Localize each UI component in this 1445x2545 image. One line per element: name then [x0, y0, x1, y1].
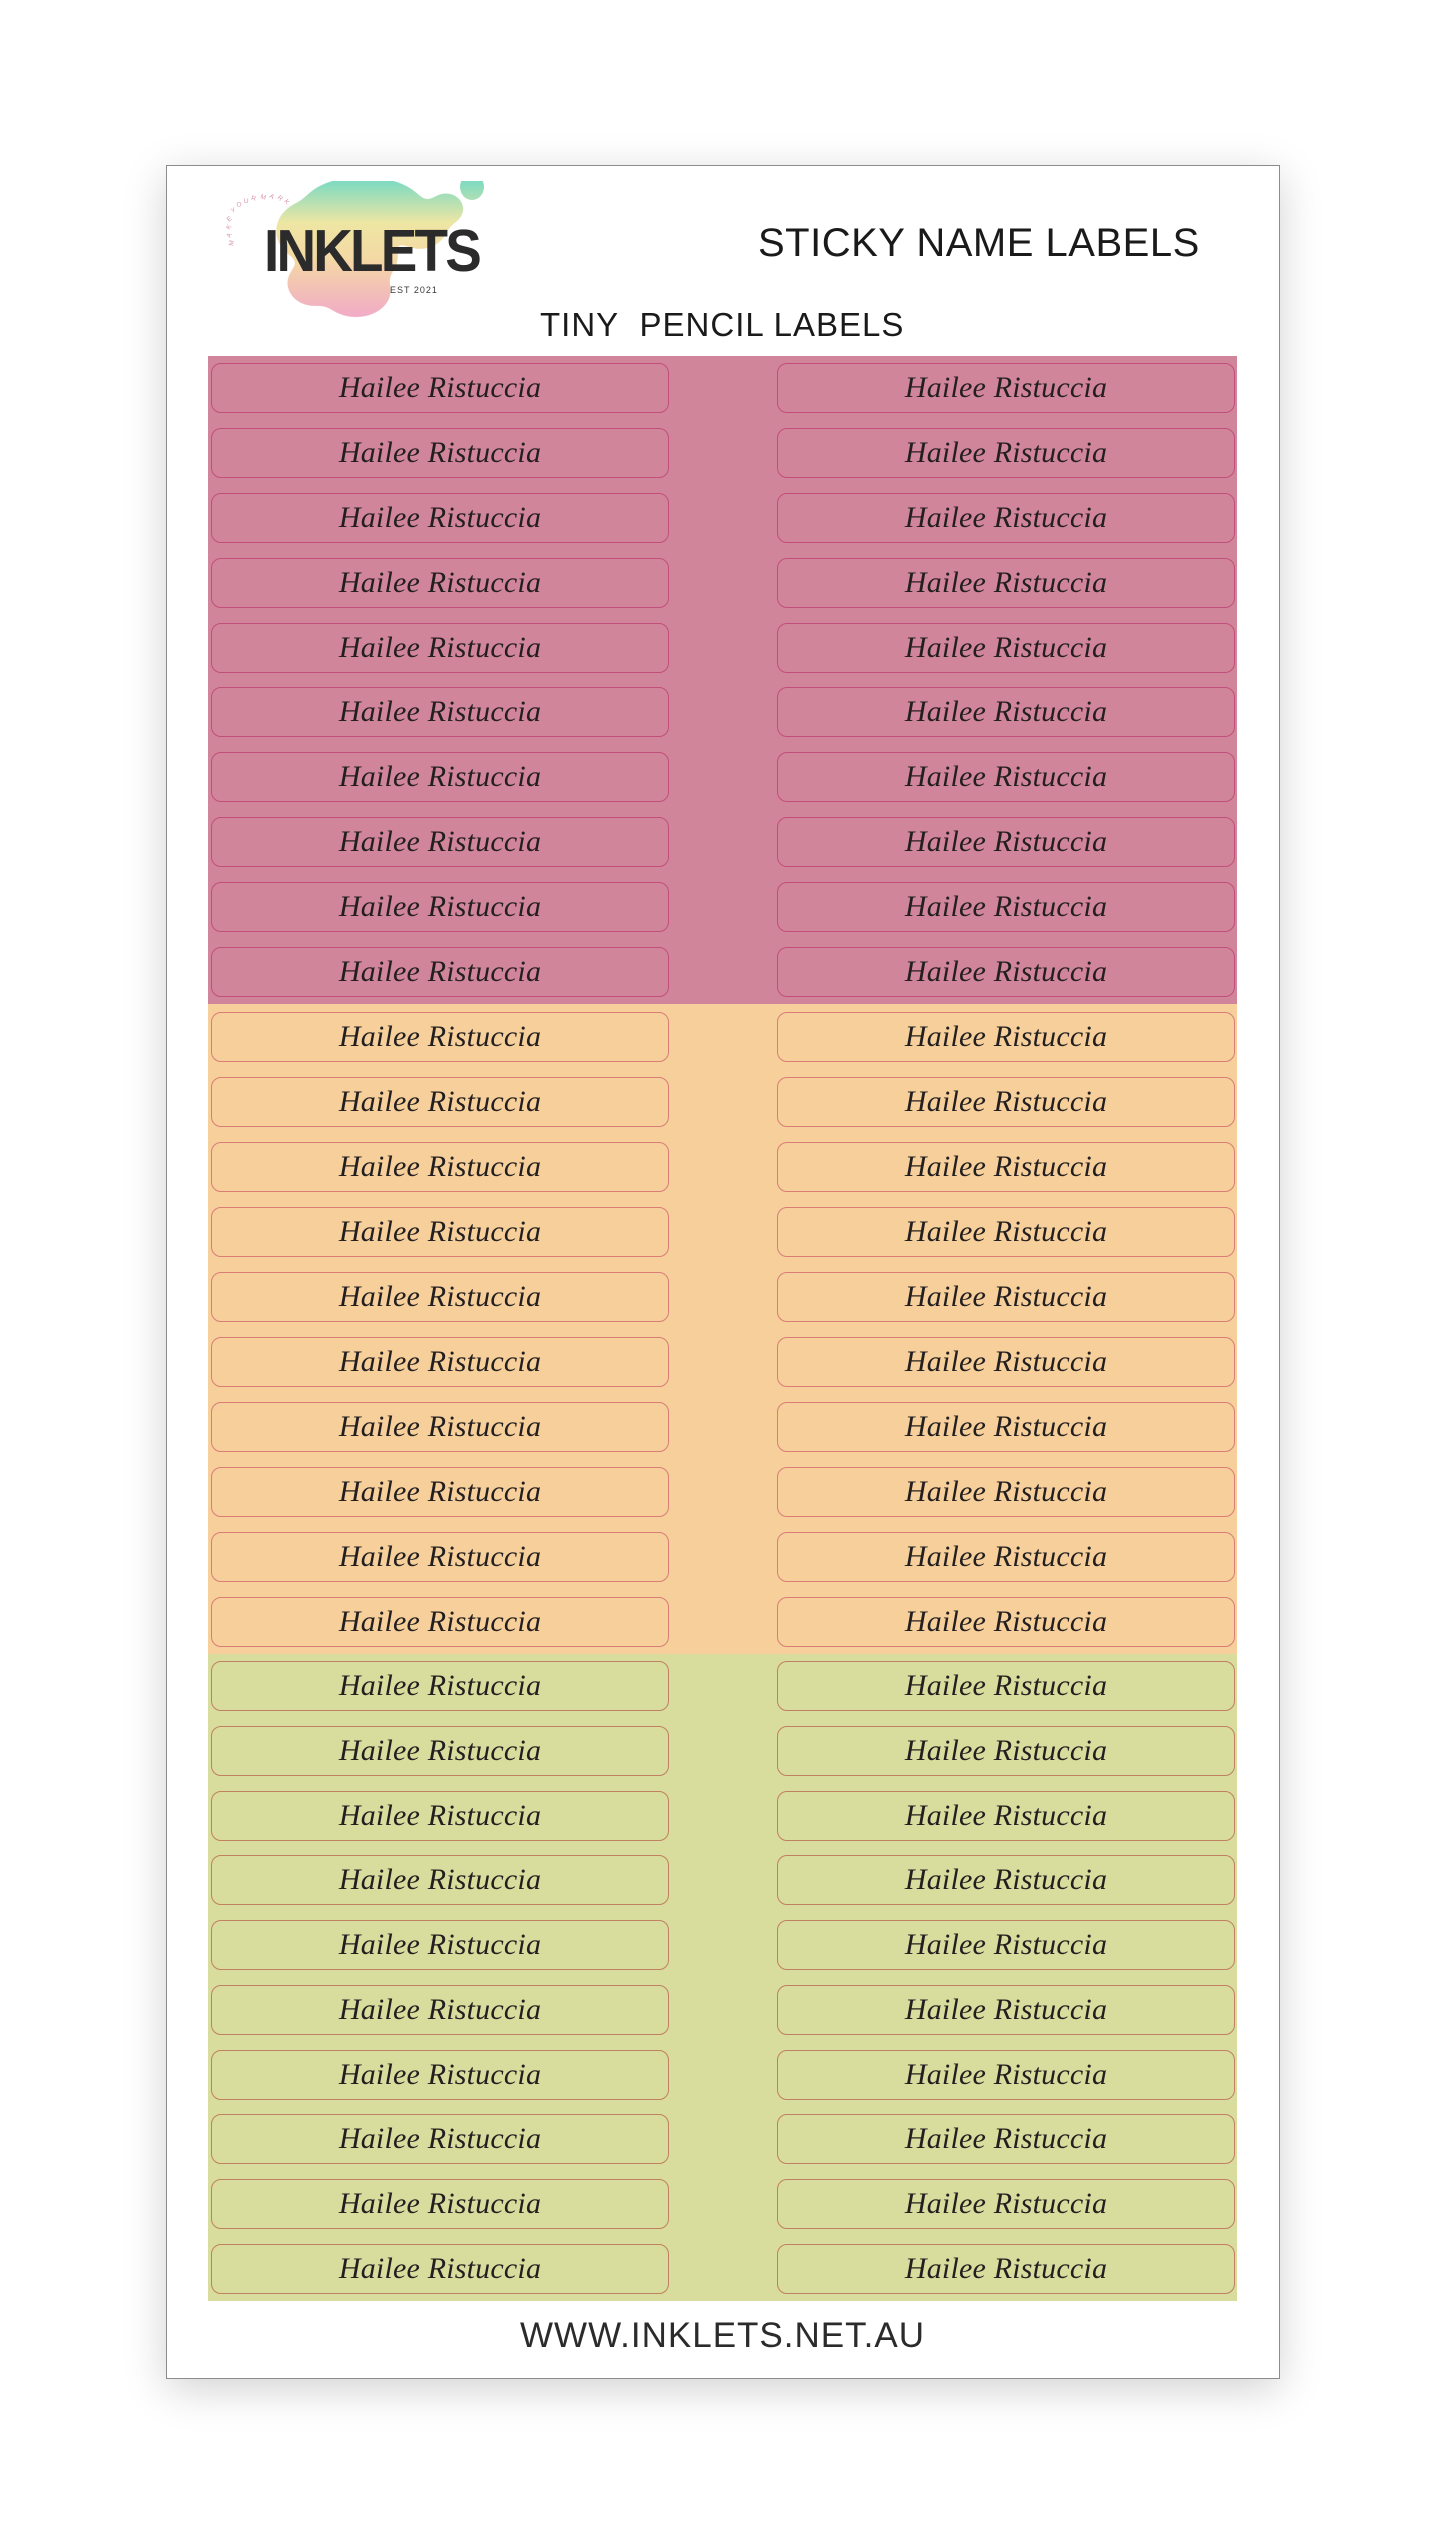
svg-text:EST 2021: EST 2021: [390, 285, 438, 295]
svg-text:INKLETS: INKLETS: [264, 218, 481, 284]
svg-text:M: M: [228, 239, 236, 246]
svg-text:U: U: [244, 198, 249, 205]
svg-text:R: R: [251, 195, 257, 203]
